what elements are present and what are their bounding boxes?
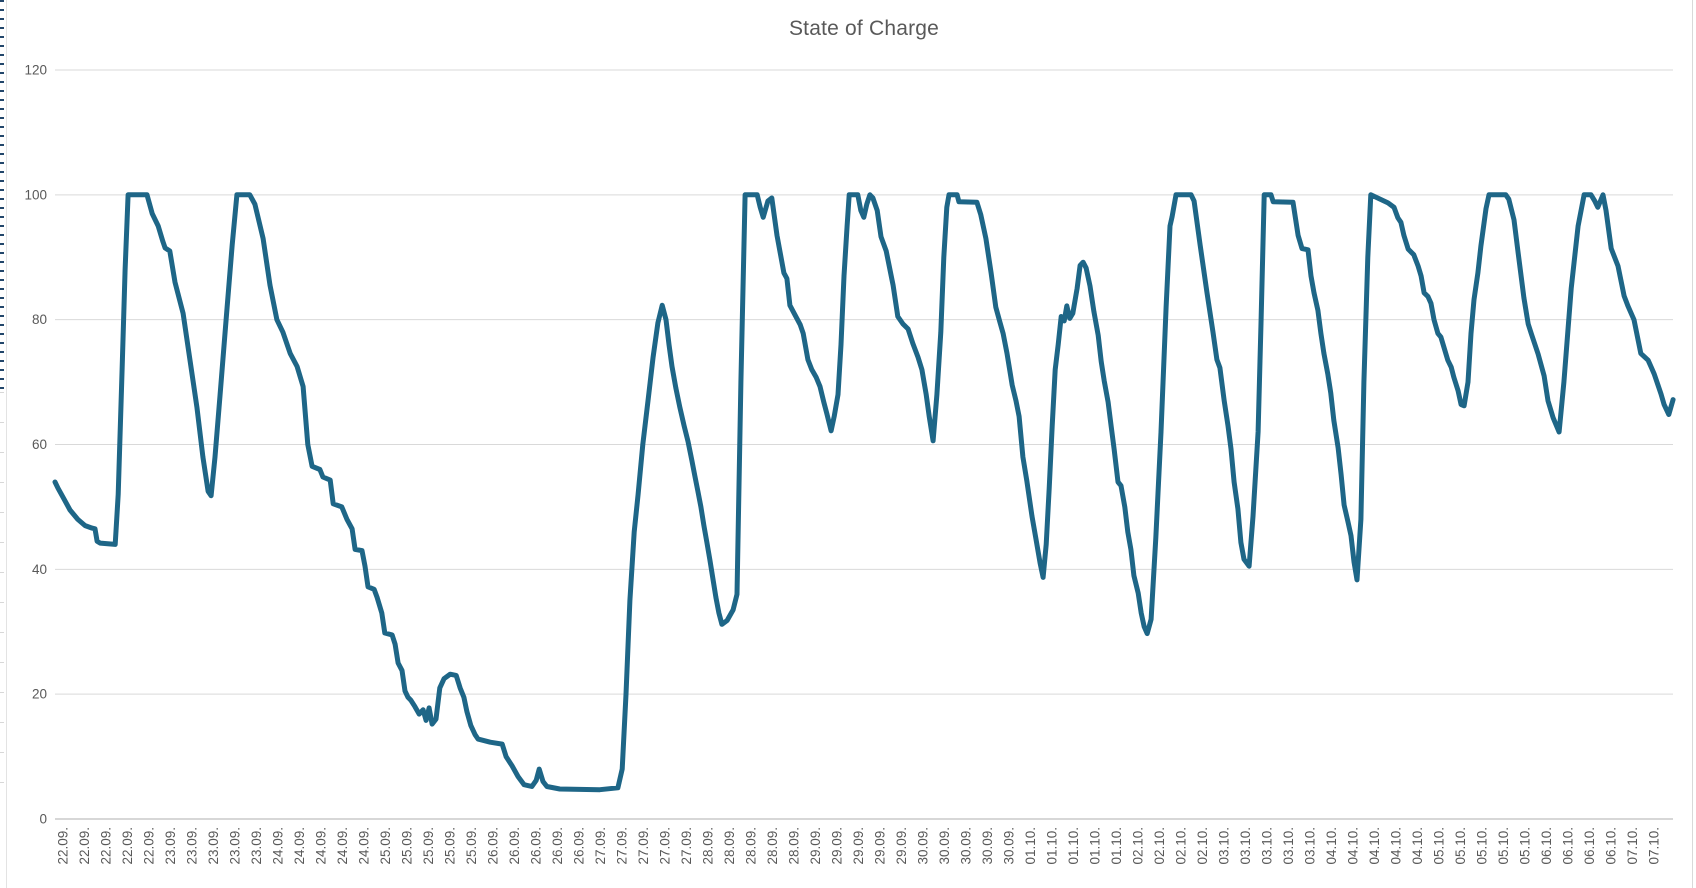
y-tick-label: 40	[32, 562, 47, 577]
x-tick-label: 26.09.	[529, 827, 544, 865]
right-edge-border	[1692, 0, 1693, 888]
x-tick-label: 23.09.	[228, 827, 243, 865]
x-tick-label: 27.09.	[615, 827, 630, 865]
x-tick-label: 25.09.	[421, 827, 436, 865]
y-axis-tick-labels: 0 20 40 60 80 100 120	[24, 63, 47, 827]
x-tick-label: 24.09.	[357, 827, 372, 865]
y-tick-label: 60	[32, 437, 47, 452]
x-tick-label: 07.10.	[1647, 827, 1662, 865]
x-tick-label: 06.10.	[1539, 827, 1554, 865]
x-tick-label: 24.09.	[335, 827, 350, 865]
x-tick-label: 24.09.	[292, 827, 307, 865]
x-tick-label: 02.10.	[1174, 827, 1189, 865]
x-tick-label: 03.10.	[1303, 827, 1318, 865]
x-tick-label: 03.10.	[1281, 827, 1296, 865]
x-tick-label: 23.09.	[206, 827, 221, 865]
x-tick-label: 29.09.	[830, 827, 845, 865]
x-tick-label: 02.10.	[1131, 827, 1146, 865]
x-tick-label: 07.10.	[1625, 827, 1640, 865]
x-tick-label: 29.09.	[808, 827, 823, 865]
x-axis-tick-labels: 22.09. 22.09. 22.09. 22.09. 22.09. 23.09. 23.0…	[56, 827, 1662, 865]
y-tick-label: 120	[24, 63, 47, 78]
x-tick-label: 02.10.	[1152, 827, 1167, 865]
x-tick-label: 27.09.	[593, 827, 608, 865]
x-tick-label: 03.10.	[1260, 827, 1275, 865]
x-tick-label: 30.09.	[916, 827, 931, 865]
x-tick-label: 26.09.	[550, 827, 565, 865]
x-tick-label: 06.10.	[1582, 827, 1597, 865]
x-tick-label: 29.09.	[851, 827, 866, 865]
x-tick-label: 29.09.	[894, 827, 909, 865]
x-tick-label: 29.09.	[873, 827, 888, 865]
y-tick-label: 20	[32, 687, 47, 702]
x-tick-label: 25.09.	[464, 827, 479, 865]
x-tick-label: 28.09.	[744, 827, 759, 865]
x-tick-label: 25.09.	[443, 827, 458, 865]
x-tick-label: 30.09.	[1002, 827, 1017, 865]
x-tick-label: 05.10.	[1453, 827, 1468, 865]
x-tick-label: 01.10.	[1045, 827, 1060, 865]
x-tick-label: 23.09.	[249, 827, 264, 865]
left-edge-dashes-icon	[0, 0, 4, 392]
x-tick-label: 01.10.	[1023, 827, 1038, 865]
x-tick-label: 28.09.	[701, 827, 716, 865]
x-tick-label: 26.09.	[507, 827, 522, 865]
x-tick-label: 30.09.	[980, 827, 995, 865]
x-tick-label: 22.09.	[99, 827, 114, 865]
x-tick-label: 04.10.	[1410, 827, 1425, 865]
x-tick-label: 04.10.	[1389, 827, 1404, 865]
y-tick-label: 80	[32, 312, 47, 327]
x-tick-label: 04.10.	[1346, 827, 1361, 865]
x-tick-label: 30.09.	[959, 827, 974, 865]
x-tick-label: 04.10.	[1367, 827, 1382, 865]
left-edge-gridmarks-icon	[0, 392, 4, 792]
x-tick-label: 25.09.	[378, 827, 393, 865]
x-tick-label: 05.10.	[1518, 827, 1533, 865]
x-tick-label: 30.09.	[937, 827, 952, 865]
chart-title: State of Charge	[788, 17, 940, 40]
x-tick-label: 28.09.	[787, 827, 802, 865]
x-tick-label: 28.09.	[765, 827, 780, 865]
y-tick-label: 100	[24, 187, 47, 202]
x-tick-label: 22.09.	[56, 827, 71, 865]
x-tick-label: 22.09.	[77, 827, 92, 865]
x-tick-label: 27.09.	[658, 827, 673, 865]
x-tick-label: 23.09.	[185, 827, 200, 865]
x-tick-label: 02.10.	[1195, 827, 1210, 865]
x-tick-label: 06.10.	[1561, 827, 1576, 865]
x-tick-label: 23.09.	[163, 827, 178, 865]
soc-line-series	[52, 192, 1676, 793]
x-tick-label: 01.10.	[1066, 827, 1081, 865]
left-edge-artifact	[0, 0, 7, 888]
x-tick-label: 03.10.	[1217, 827, 1232, 865]
x-tick-label: 28.09.	[722, 827, 737, 865]
y-tick-label: 0	[39, 812, 47, 827]
x-tick-label: 22.09.	[120, 827, 135, 865]
x-tick-label: 22.09.	[142, 827, 157, 865]
x-tick-label: 03.10.	[1238, 827, 1253, 865]
x-tick-label: 27.09.	[679, 827, 694, 865]
x-tick-label: 24.09.	[271, 827, 286, 865]
x-tick-label: 01.10.	[1109, 827, 1124, 865]
x-tick-label: 27.09.	[636, 827, 651, 865]
x-tick-label: 06.10.	[1604, 827, 1619, 865]
x-tick-label: 24.09.	[314, 827, 329, 865]
x-tick-label: 25.09.	[400, 827, 415, 865]
gridlines	[55, 69, 1673, 820]
x-tick-label: 26.09.	[572, 827, 587, 865]
x-tick-label: 26.09.	[486, 827, 501, 865]
x-tick-label: 01.10.	[1088, 827, 1103, 865]
x-tick-label: 05.10.	[1475, 827, 1490, 865]
x-tick-label: 05.10.	[1496, 827, 1511, 865]
x-tick-label: 05.10.	[1432, 827, 1447, 865]
x-tick-label: 04.10.	[1324, 827, 1339, 865]
